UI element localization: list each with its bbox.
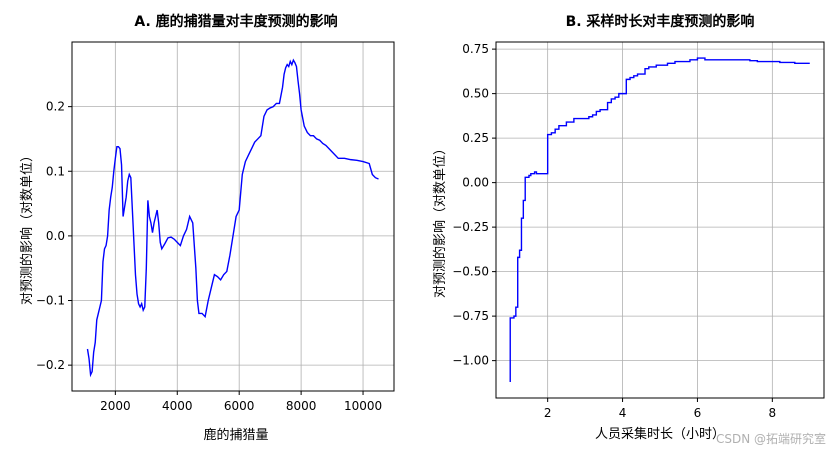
chart-b-grid [496,42,824,398]
chart-a-xlabel: 鹿的捕猎量 [203,427,268,443]
chart-b-title: B. 采样时长对丰度预测的影响 [566,13,755,30]
chart-a-series-line [86,58,379,378]
chart-b-ticks: 2 4 6 8 −1.00 −0.75 −0.50 −0.25 0.00 0.25 0.50 0.75 [452,42,776,420]
chart-b-ytick-label: 0.50 [462,87,489,101]
chart-a-title: A. 鹿的捕猎量对丰度预测的影响 [134,13,337,30]
chart-b-ytick-label: 0.25 [462,131,489,145]
chart-a-ylabel: 对预测的影响（对数单位） [19,149,35,305]
chart-b-xlabel: 人员采集时长（小时） [595,426,725,442]
chart-a-xtick-label: 2000 [100,399,131,413]
chart-a-ytick-label: 0.1 [46,164,65,178]
chart-a-grid [72,42,394,391]
watermark: CSDN @拓端研究室 [716,431,826,446]
chart-b-ytick-label: −0.75 [452,309,489,323]
chart-b-xtick-label: 8 [769,406,777,420]
chart-b-xtick-label: 2 [544,406,552,420]
chart-b-xtick-label: 4 [619,406,627,420]
chart-a-xtick-label: 6000 [224,399,255,413]
chart-b-ytick-label: −1.00 [452,354,489,368]
chart-a-xtick-label: 8000 [286,399,317,413]
chart-a-ytick-label: 0.2 [46,100,65,114]
chart-a-ytick-label: −0.2 [36,358,65,372]
chart-a-ytick-label: −0.1 [36,294,65,308]
chart-a-plot-frame [71,41,395,392]
chart-b-plot-frame [495,41,825,399]
chart-b-ytick-label: −0.25 [452,220,489,234]
chart-b-ylabel: 对预测的影响（对数单位） [432,142,448,298]
chart-a-ytick-label: 0.0 [46,229,65,243]
chart-b-ytick-label: 0.00 [462,176,489,190]
chart-a-xtick-label: 4000 [162,399,193,413]
chart-b-ytick-label: −0.50 [452,265,489,279]
chart-a-xtick-label: 10000 [344,399,382,413]
chart-b-series-line [509,57,810,382]
chart-a-ticks: 2000 4000 6000 8000 10000 −0.2 −0.1 0.0 0.1 0.2 [36,100,382,413]
chart-panel-a: A. 鹿的捕猎量对丰度预测的影响 2000 4000 6000 8000 10000 −0… [19,13,395,443]
chart-panel-b: B. 采样时长对丰度预测的影响 2 4 6 8 −1.00 −0.75 −0.50 −0.25… [432,13,825,442]
chart-b-xtick-label: 6 [694,406,702,420]
chart-b-ytick-label: 0.75 [462,42,489,56]
